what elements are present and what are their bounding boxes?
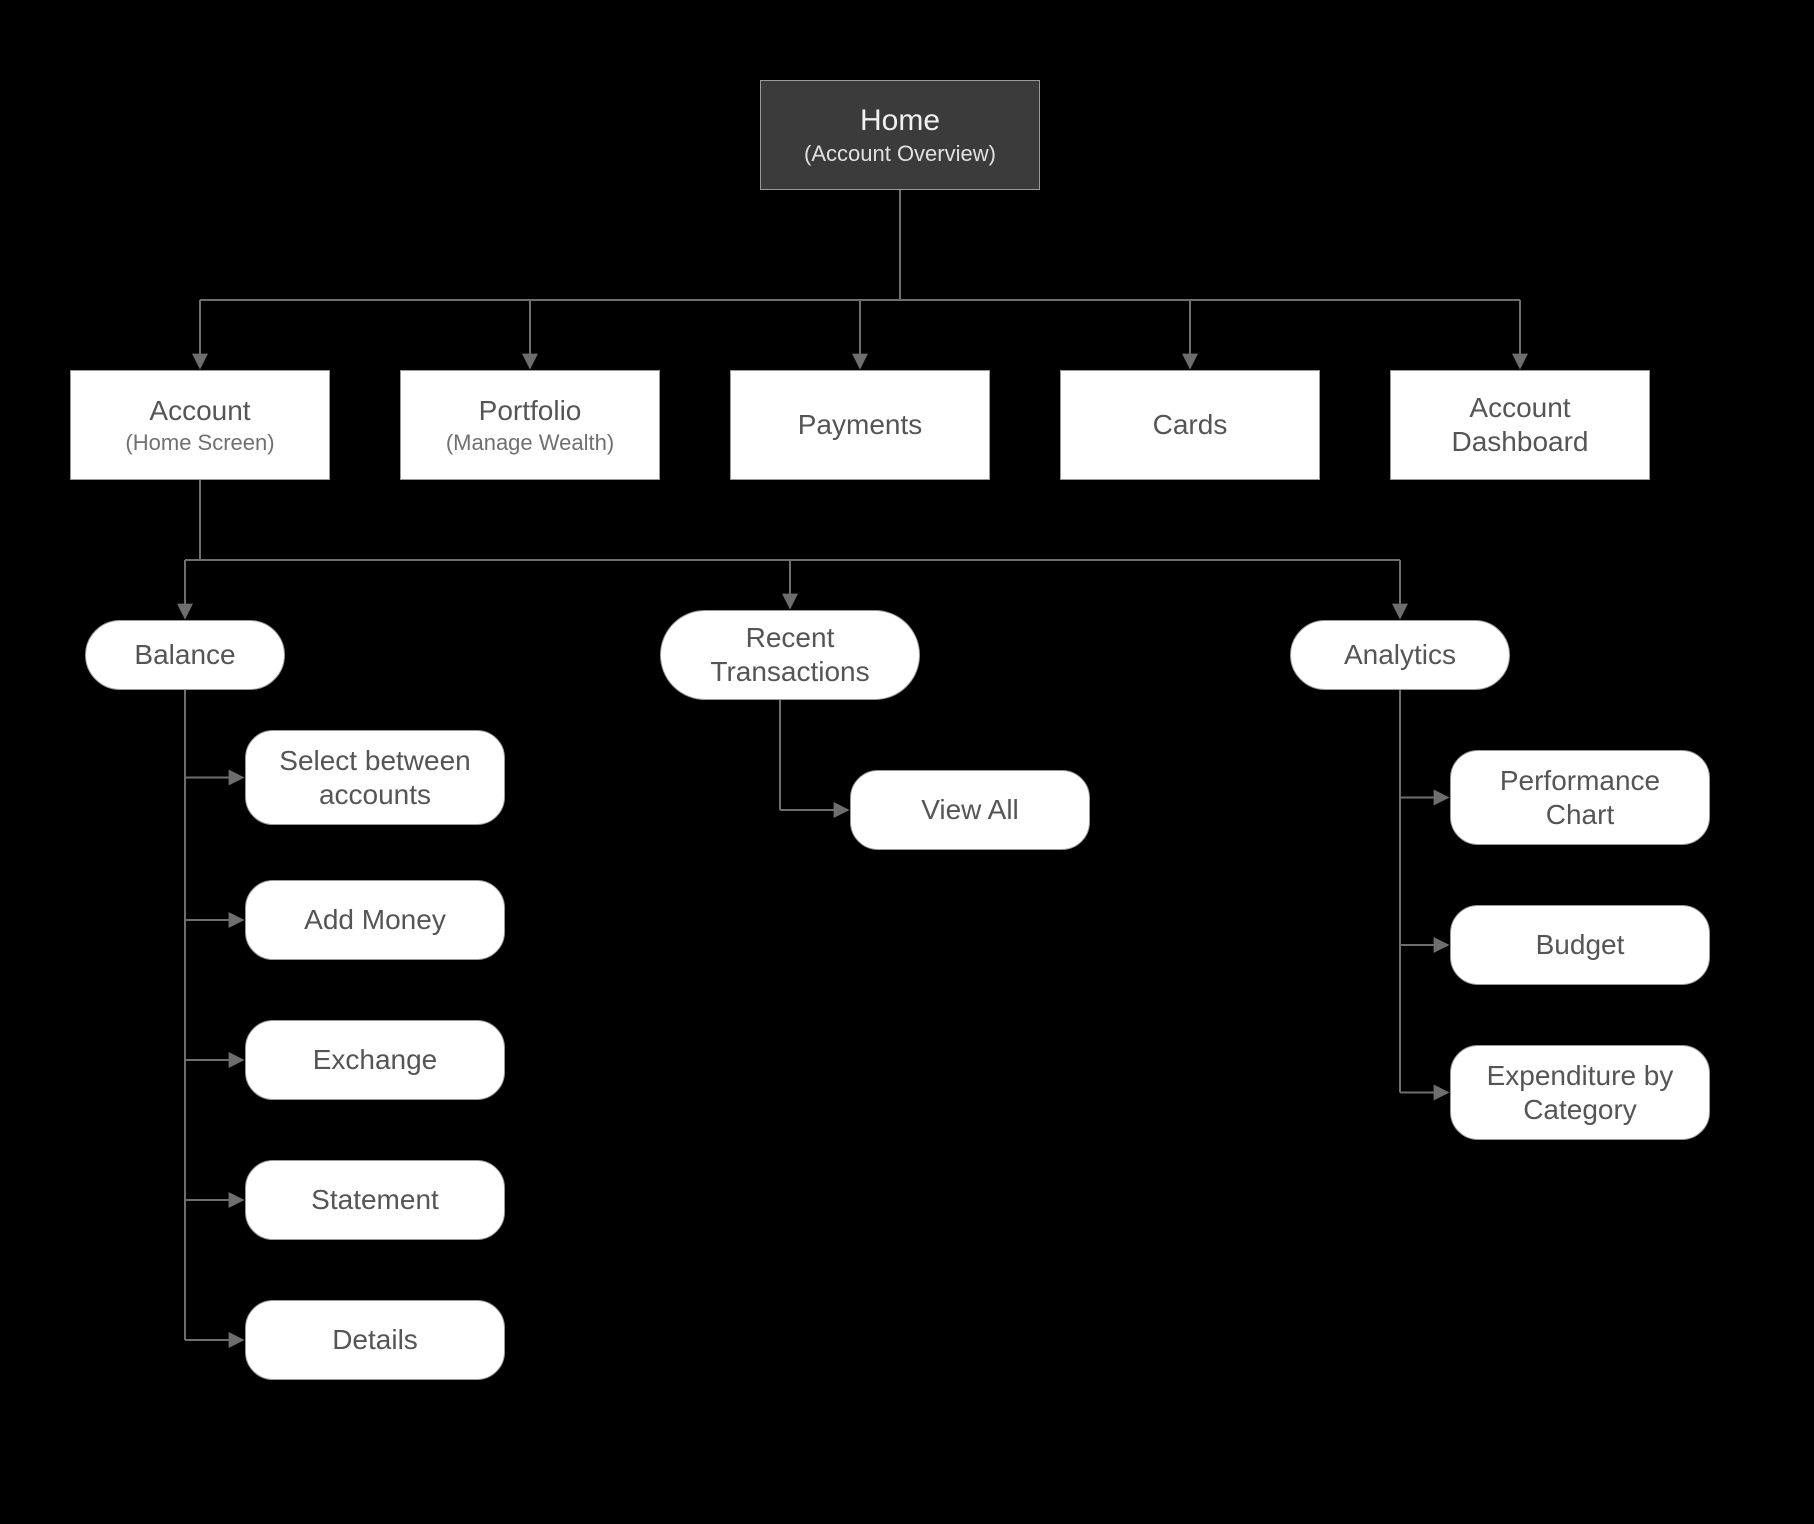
node-exchange-title: Exchange xyxy=(313,1043,438,1077)
node-statement-title: Statement xyxy=(311,1183,439,1217)
node-addmoney-title: Add Money xyxy=(304,903,446,937)
node-account-title: Account xyxy=(149,394,250,428)
node-expcat-title: Expenditure by Category xyxy=(1462,1059,1698,1126)
node-home: Home(Account Overview) xyxy=(760,80,1040,190)
node-selectacc: Select between accounts xyxy=(245,730,505,825)
node-perfchart: Performance Chart xyxy=(1450,750,1710,845)
node-account-subtitle: (Home Screen) xyxy=(125,430,274,456)
node-cards-title: Cards xyxy=(1153,408,1228,442)
node-details: Details xyxy=(245,1300,505,1380)
node-balance: Balance xyxy=(85,620,285,690)
node-expcat: Expenditure by Category xyxy=(1450,1045,1710,1140)
node-perfchart-title: Performance Chart xyxy=(1462,764,1698,831)
node-recenttx: Recent Transactions xyxy=(660,610,920,700)
node-selectacc-title: Select between accounts xyxy=(257,744,493,811)
node-portfolio: Portfolio(Manage Wealth) xyxy=(400,370,660,480)
node-details-title: Details xyxy=(332,1323,418,1357)
node-cards: Cards xyxy=(1060,370,1320,480)
node-dashboard-title: Account Dashboard xyxy=(1402,391,1638,458)
node-balance-title: Balance xyxy=(134,638,235,672)
node-account: Account(Home Screen) xyxy=(70,370,330,480)
node-recenttx-title: Recent Transactions xyxy=(672,621,908,688)
node-viewall-title: View All xyxy=(921,793,1019,827)
node-budget-title: Budget xyxy=(1536,928,1625,962)
node-statement: Statement xyxy=(245,1160,505,1240)
node-viewall: View All xyxy=(850,770,1090,850)
node-analytics-title: Analytics xyxy=(1344,638,1456,672)
node-analytics: Analytics xyxy=(1290,620,1510,690)
node-budget: Budget xyxy=(1450,905,1710,985)
node-portfolio-title: Portfolio xyxy=(479,394,582,428)
node-portfolio-subtitle: (Manage Wealth) xyxy=(446,430,614,456)
node-payments-title: Payments xyxy=(798,408,923,442)
node-home-subtitle: (Account Overview) xyxy=(804,141,996,167)
node-addmoney: Add Money xyxy=(245,880,505,960)
node-payments: Payments xyxy=(730,370,990,480)
node-dashboard: Account Dashboard xyxy=(1390,370,1650,480)
node-home-title: Home xyxy=(860,103,940,139)
node-exchange: Exchange xyxy=(245,1020,505,1100)
sitemap-diagram: Home(Account Overview) Account(Home Scree… xyxy=(0,0,1814,1524)
